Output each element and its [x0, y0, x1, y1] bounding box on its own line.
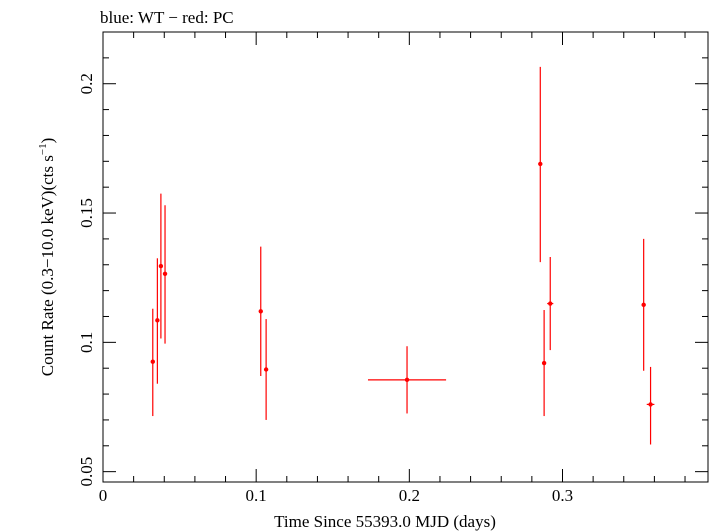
data-points: [150, 66, 655, 445]
point-marker: [548, 301, 553, 306]
data-point: [641, 238, 646, 371]
data-point: [263, 319, 269, 420]
y-axis-label: Count Rate (0.3−10.0 keV)(cts s−1): [37, 138, 57, 377]
chart-title: blue: WT − red: PC: [100, 8, 234, 27]
point-marker: [538, 161, 543, 167]
data-point: [162, 205, 168, 344]
y-tick-label: 0.05: [77, 457, 96, 487]
y-axis-label-sup: −1: [37, 143, 49, 155]
y-tick-label: 0.15: [77, 198, 96, 228]
y-tick-label: 0.2: [77, 73, 96, 94]
data-point: [150, 308, 155, 417]
data-point: [547, 257, 554, 351]
data-point: [158, 193, 164, 339]
point-marker: [162, 271, 168, 277]
plot-frame: [102, 31, 709, 483]
point-marker: [263, 367, 269, 372]
y-axis-label-main: Count Rate (0.3−10.0 keV)(cts s: [38, 155, 57, 376]
x-tick-label: 0.2: [399, 486, 420, 505]
data-point: [646, 366, 655, 445]
x-tick-label: 0: [99, 486, 108, 505]
point-marker: [641, 302, 646, 308]
x-tick-label: 0.3: [552, 486, 573, 505]
y-tick-label: 0.1: [77, 332, 96, 353]
axes: 0 0.1 0.2 0.3 0.05 0.1 0.15 0.2: [77, 32, 708, 505]
point-marker: [258, 309, 263, 314]
y-axis-label-close: ): [38, 138, 57, 144]
point-marker: [648, 402, 653, 407]
point-marker: [158, 263, 164, 269]
data-point: [155, 258, 160, 384]
x-tick-label: 0.1: [246, 486, 267, 505]
data-point: [541, 310, 547, 417]
point-marker: [404, 377, 410, 383]
point-marker: [155, 318, 160, 323]
data-point: [538, 66, 543, 263]
data-point: [258, 246, 263, 376]
x-axis-label: Time Since 55393.0 MJD (days): [274, 512, 496, 531]
point-marker: [150, 359, 155, 364]
point-marker: [541, 360, 547, 366]
data-point: [367, 346, 447, 414]
